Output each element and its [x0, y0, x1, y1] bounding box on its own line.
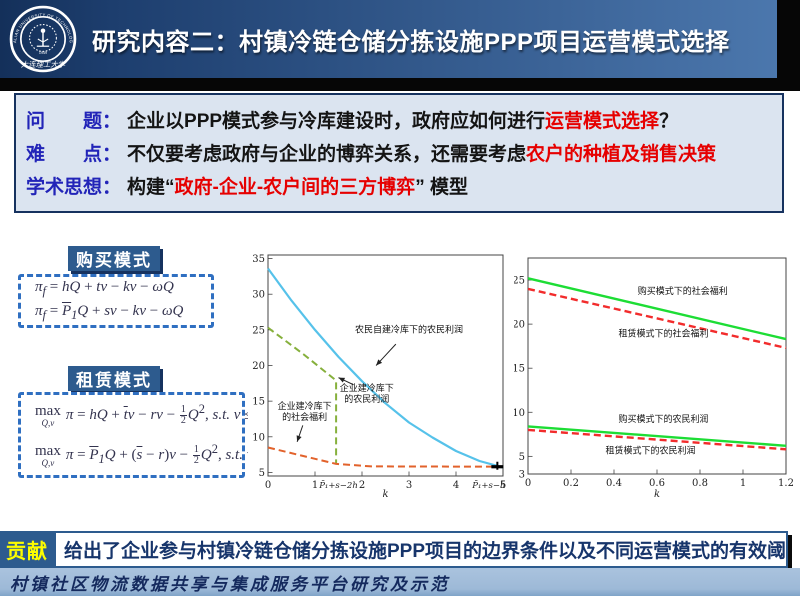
svg-text:5: 5 [259, 468, 265, 479]
svg-text:35: 35 [252, 254, 265, 265]
svg-text:0.8: 0.8 [692, 478, 708, 489]
difficulty-row: 难 点： 不仅要考虑政府与企业的博弈关系，还需要考虑 农户的种植及销售决策 [26, 136, 782, 169]
svg-text:0: 0 [265, 480, 271, 491]
question-tail: ？ [659, 111, 679, 132]
footer-bar: 村镇社区物流数据共享与集成服务平台研究及示范 [0, 568, 800, 596]
svg-text:1949: 1949 [39, 51, 47, 55]
question-row: 问 题： 企业以PPP模式参与冷库建设时，政府应如何进行 运营模式选择 ？ [26, 103, 782, 136]
difficulty-highlight: 农户的种植及销售决策 [526, 144, 717, 165]
svg-text:租赁模式下的农民利润: 租赁模式下的农民利润 [606, 445, 696, 457]
svg-text:的社会福利: 的社会福利 [282, 411, 327, 423]
svg-text:15: 15 [514, 364, 525, 375]
svg-text:5: 5 [519, 452, 525, 463]
idea-tail: ” 模型 [415, 177, 468, 198]
svg-text:农民自建冷库下的农民利润: 农民自建冷库下的农民利润 [355, 324, 463, 336]
svg-text:购买模式下的社会福利: 购买模式下的社会福利 [638, 285, 728, 297]
purchase-formula-1: πf = hQ + tv − kv − ωQ [35, 279, 174, 298]
difficulty-text: 不仅要考虑政府与企业的博弈关系，还需要考虑 [127, 144, 527, 165]
middle-chart: 5 10 15 20 25 30 35 0 1 P̄₁+s−2h 2 3 4 P̄₁+s−h 5 k 农民自建冷… [248, 247, 512, 500]
svg-text:0: 0 [525, 478, 531, 489]
svg-text:10: 10 [514, 408, 525, 419]
svg-text:租赁模式下的社会福利: 租赁模式下的社会福利 [618, 327, 708, 339]
footer-text: 村镇社区物流数据共享与集成服务平台研究及示范 [10, 574, 450, 594]
svg-text:20: 20 [252, 361, 265, 372]
svg-text:DALIAN UNIVERSITY OF TECHNOLOG: DALIAN UNIVERSITY OF TECHNOLOGY [9, 5, 74, 43]
difficulty-label: 难 点： [26, 144, 122, 165]
page-title: 研究内容二：村镇冷链仓储分拣设施PPP项目运营模式选择 [92, 28, 730, 56]
svg-text:k: k [654, 489, 660, 499]
lease-mode-title: 租赁模式 [68, 366, 160, 391]
header-bar: DALIAN UNIVERSITY OF TECHNOLOGY 1949 大连理… [0, 0, 800, 78]
svg-text:k: k [382, 489, 388, 499]
svg-text:4: 4 [453, 480, 459, 491]
svg-text:购买模式下的农民利润: 购买模式下的农民利润 [618, 413, 708, 425]
svg-text:2: 2 [359, 480, 365, 491]
question-label: 问 题： [26, 111, 122, 132]
contribution-bar: 贡献 给出了企业参与村镇冷链仓储分拣设施PPP项目的边界条件以及不同运营模式的有… [0, 531, 788, 568]
svg-text:25: 25 [514, 276, 525, 287]
idea-highlight: 政府-企业-农户间的三方博弈 [174, 177, 416, 198]
header-corner-block [777, 0, 800, 91]
svg-text:0.2: 0.2 [563, 478, 579, 489]
svg-text:0.6: 0.6 [649, 478, 665, 489]
svg-text:5: 5 [500, 480, 506, 491]
svg-text:企业建冷库下: 企业建冷库下 [340, 382, 394, 394]
header-divider [0, 78, 800, 91]
idea-label: 学术思想： [26, 177, 122, 198]
svg-text:0.4: 0.4 [606, 478, 622, 489]
svg-text:P̄₁+s−h: P̄₁+s−h [471, 479, 505, 491]
svg-text:大连理工大学: 大连理工大学 [21, 60, 67, 69]
svg-text:1.2: 1.2 [778, 478, 794, 489]
purchase-formula-2: πf = P1Q + sv − kv − ωQ [35, 303, 184, 322]
idea-text: 构建“ [127, 177, 175, 198]
question-text: 企业以PPP模式参与冷库建设时，政府应如何进行 [127, 111, 546, 132]
purchase-formula-box: πf = hQ + tv − kv − ωQ πf = P1Q + sv − k… [18, 274, 214, 328]
question-highlight: 运营模式选择 [545, 111, 660, 132]
contribution-text: 给出了企业参与村镇冷链仓储分拣设施PPP项目的边界条件以及不同运营模式的有效阈 [53, 531, 788, 568]
contribution-label: 贡献 [0, 531, 54, 568]
svg-text:25: 25 [252, 325, 265, 336]
svg-text:企业建冷库下: 企业建冷库下 [278, 400, 332, 412]
university-logo-icon: DALIAN UNIVERSITY OF TECHNOLOGY 1949 大连理… [9, 5, 77, 73]
right-chart: 3 5 10 15 20 25 0 0.2 0.4 0.6 0.8 1 1.2 k 购买模式下的社会福利租赁… [512, 247, 800, 500]
svg-text:30: 30 [252, 290, 265, 301]
purchase-mode-title: 购买模式 [68, 246, 160, 271]
svg-text:的农民利润: 的农民利润 [344, 393, 389, 405]
svg-text:20: 20 [514, 320, 525, 331]
svg-text:3: 3 [406, 480, 412, 491]
svg-text:P̄₁+s−2h: P̄₁+s−2h [318, 479, 358, 491]
svg-text:1: 1 [740, 478, 746, 489]
svg-text:1: 1 [312, 480, 318, 491]
svg-text:15: 15 [252, 397, 265, 408]
question-box: 问 题： 企业以PPP模式参与冷库建设时，政府应如何进行 运营模式选择 ？ 难 … [14, 93, 784, 213]
idea-row: 学术思想： 构建“ 政府-企业-农户间的三方博弈 ” 模型 [26, 169, 782, 202]
svg-text:3: 3 [519, 470, 525, 481]
svg-text:10: 10 [252, 432, 265, 443]
